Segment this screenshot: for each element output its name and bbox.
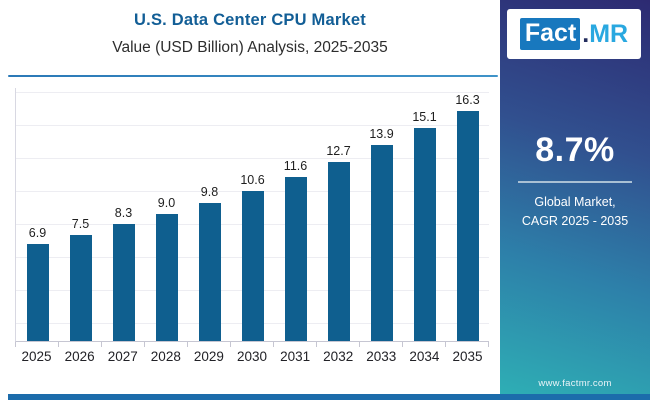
header-divider-line <box>8 75 498 77</box>
bar <box>155 214 178 341</box>
bar-value-label: 15.1 <box>412 110 437 124</box>
chart-title: U.S. Data Center CPU Market <box>134 11 366 29</box>
x-axis-label: 2031 <box>280 349 311 364</box>
bar-value-label: 7.5 <box>71 217 90 231</box>
bar <box>198 203 221 341</box>
x-axis-label: 2027 <box>107 349 138 364</box>
bar-group-2030: 10.6 <box>231 173 274 341</box>
bar <box>370 145 393 341</box>
bar <box>284 177 307 341</box>
x-axis-label: 2035 <box>452 349 483 364</box>
bar <box>327 162 350 341</box>
x-axis-label: 2032 <box>323 349 354 364</box>
bar <box>241 191 264 341</box>
factmr-logo: Fact . MR <box>507 9 641 59</box>
cagr-value: 8.7% <box>535 131 615 169</box>
cagr-caption-line1: Global Market, <box>534 195 616 209</box>
website-url: www.factmr.com <box>538 378 612 389</box>
bar-group-2035: 16.3 <box>446 93 489 341</box>
bar-value-label: 8.3 <box>114 206 133 220</box>
x-axis-labels: 2025 2026 2027 2028 2029 2030 2031 2032 2033 2034… <box>15 349 489 364</box>
logo-mr-text: MR <box>589 19 629 48</box>
bar <box>456 111 479 341</box>
bottom-accent-stripe <box>8 394 650 400</box>
bar-value-label: 9.0 <box>157 196 176 210</box>
axis-tick <box>16 342 59 347</box>
axis-tick <box>102 342 145 347</box>
bar-value-label: 11.6 <box>283 159 308 173</box>
cagr-divider-line <box>518 181 632 183</box>
bar <box>69 235 92 341</box>
logo-fact-text: Fact <box>519 17 581 51</box>
axis-tick <box>446 342 489 347</box>
bar-group-2028: 9.0 <box>145 196 188 341</box>
chart-subtitle: Value (USD Billion) Analysis, 2025-2035 <box>112 39 388 56</box>
bar-group-2031: 11.6 <box>274 159 317 341</box>
axis-tick <box>403 342 446 347</box>
axis-tick <box>145 342 188 347</box>
bar-group-2029: 9.8 <box>188 185 231 341</box>
bar <box>26 244 49 341</box>
axis-tick <box>231 342 274 347</box>
axis-tick <box>317 342 360 347</box>
bar <box>112 224 135 341</box>
bar-chart-plot-area: 6.9 7.5 8.3 9.0 9.8 10.6 11.6 12.7 13.9 15.1 16.3 <box>15 88 489 342</box>
bars-row: 6.9 7.5 8.3 9.0 9.8 10.6 11.6 12.7 13.9 15.1 16.3 <box>16 88 489 341</box>
axis-tick <box>274 342 317 347</box>
axis-tick <box>59 342 102 347</box>
bar-value-label: 16.3 <box>455 93 480 107</box>
bar-group-2034: 15.1 <box>403 110 446 341</box>
logo-dot-text: . <box>582 19 590 48</box>
bar-value-label: 10.6 <box>240 173 265 187</box>
cagr-caption-line2: CAGR 2025 - 2035 <box>521 214 629 229</box>
x-axis-label: 2030 <box>236 349 268 364</box>
bar-value-label: 13.9 <box>369 127 394 141</box>
bar-group-2033: 13.9 <box>360 127 403 341</box>
bar-group-2027: 8.3 <box>102 206 145 341</box>
x-axis-ticks <box>15 342 489 347</box>
axis-tick <box>188 342 231 347</box>
cagr-caption: Global Market, CAGR 2025 - 2035 <box>500 193 650 232</box>
brand-sidebar: Fact . MR 8.7% Global Market, CAGR 2025 … <box>500 0 650 400</box>
bar <box>413 128 436 341</box>
x-axis-label: 2029 <box>193 349 224 364</box>
x-axis-label: 2026 <box>64 349 95 364</box>
x-axis-label: 2025 <box>21 349 52 364</box>
bar-value-label: 6.9 <box>28 226 47 240</box>
bar-value-label: 9.8 <box>200 185 219 199</box>
bar-group-2026: 7.5 <box>59 217 102 341</box>
bar-group-2025: 6.9 <box>16 226 59 341</box>
axis-tick <box>360 342 403 347</box>
x-axis-label: 2033 <box>366 349 397 364</box>
chart-panel: U.S. Data Center CPU Market Value (USD B… <box>8 11 498 364</box>
bar-value-label: 12.7 <box>326 144 351 158</box>
bar-group-2032: 12.7 <box>317 144 360 341</box>
x-axis-label: 2034 <box>409 349 440 364</box>
x-axis-label: 2028 <box>150 349 181 364</box>
